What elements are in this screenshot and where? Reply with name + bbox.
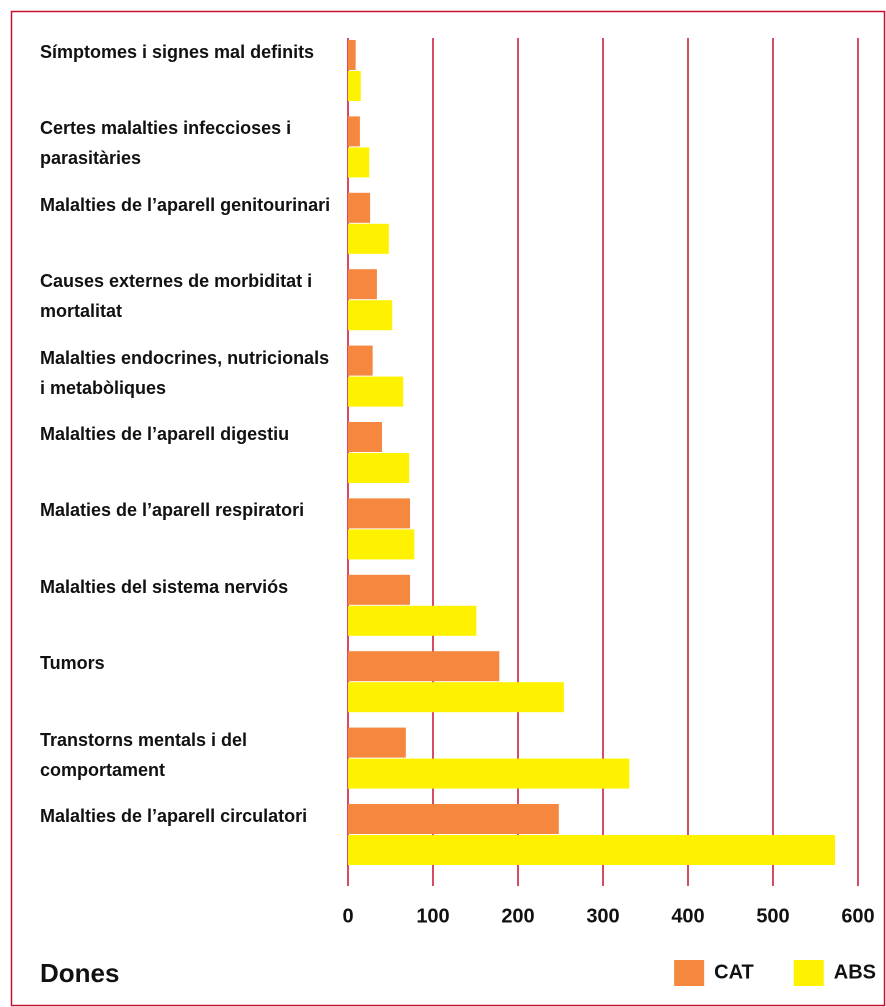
x-tick-label: 400 (671, 905, 704, 927)
bar (348, 147, 370, 178)
bar (348, 269, 377, 300)
bar (348, 574, 411, 605)
bar (348, 605, 477, 636)
x-tick-label: 600 (841, 905, 874, 927)
x-tick-label: 300 (586, 905, 619, 927)
category-label: Símptomes i signes mal definits (40, 42, 315, 62)
bar (348, 453, 410, 483)
legend-swatch (674, 960, 705, 986)
category-label: Certes malalties infeccioses i parasitàr… (40, 118, 292, 169)
bar (348, 422, 382, 452)
category-label: Malalties de l’aparell genitourinari (40, 194, 331, 215)
category-label: Malalties de l’aparell circulatori (40, 806, 308, 826)
x-tick-label: 200 (501, 905, 534, 927)
category-label: Transtorns mentals i del comportament (40, 729, 248, 780)
bar (348, 529, 415, 560)
bar (348, 192, 371, 223)
bar (348, 651, 500, 682)
bar (348, 71, 361, 101)
category-label: Malalties del sistema nerviós (40, 576, 289, 597)
legend-label: ABS (834, 961, 876, 983)
category-label: Malalties endocrines, nutricionals i met… (40, 347, 330, 398)
bar (348, 300, 393, 331)
x-tick-label: 500 (756, 905, 789, 927)
frame (10, 10, 886, 1007)
bar (348, 40, 356, 70)
legend-label: CAT (714, 961, 754, 983)
bar (348, 835, 836, 865)
bar (348, 376, 404, 407)
bar (348, 758, 630, 789)
bar (348, 223, 389, 254)
x-tick-label: 0 (342, 905, 353, 927)
bar (348, 682, 564, 713)
bar (348, 116, 360, 147)
legend-swatch (793, 960, 824, 986)
chart-title: Dones (40, 958, 119, 988)
category-label: Tumors (40, 653, 105, 674)
bar (348, 727, 406, 758)
category-label: Causes externes de morbiditat i mortalit… (40, 271, 313, 322)
bar (348, 345, 373, 376)
bar (348, 498, 411, 529)
category-label: Malaties de l’aparell respiratori (40, 500, 305, 521)
x-tick-label: 100 (416, 905, 449, 927)
category-label: Malalties de l’aparell digestiu (40, 424, 290, 444)
bar (348, 804, 559, 834)
